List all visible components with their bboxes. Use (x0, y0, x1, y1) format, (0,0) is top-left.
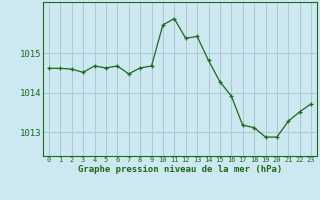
X-axis label: Graphe pression niveau de la mer (hPa): Graphe pression niveau de la mer (hPa) (78, 165, 282, 174)
